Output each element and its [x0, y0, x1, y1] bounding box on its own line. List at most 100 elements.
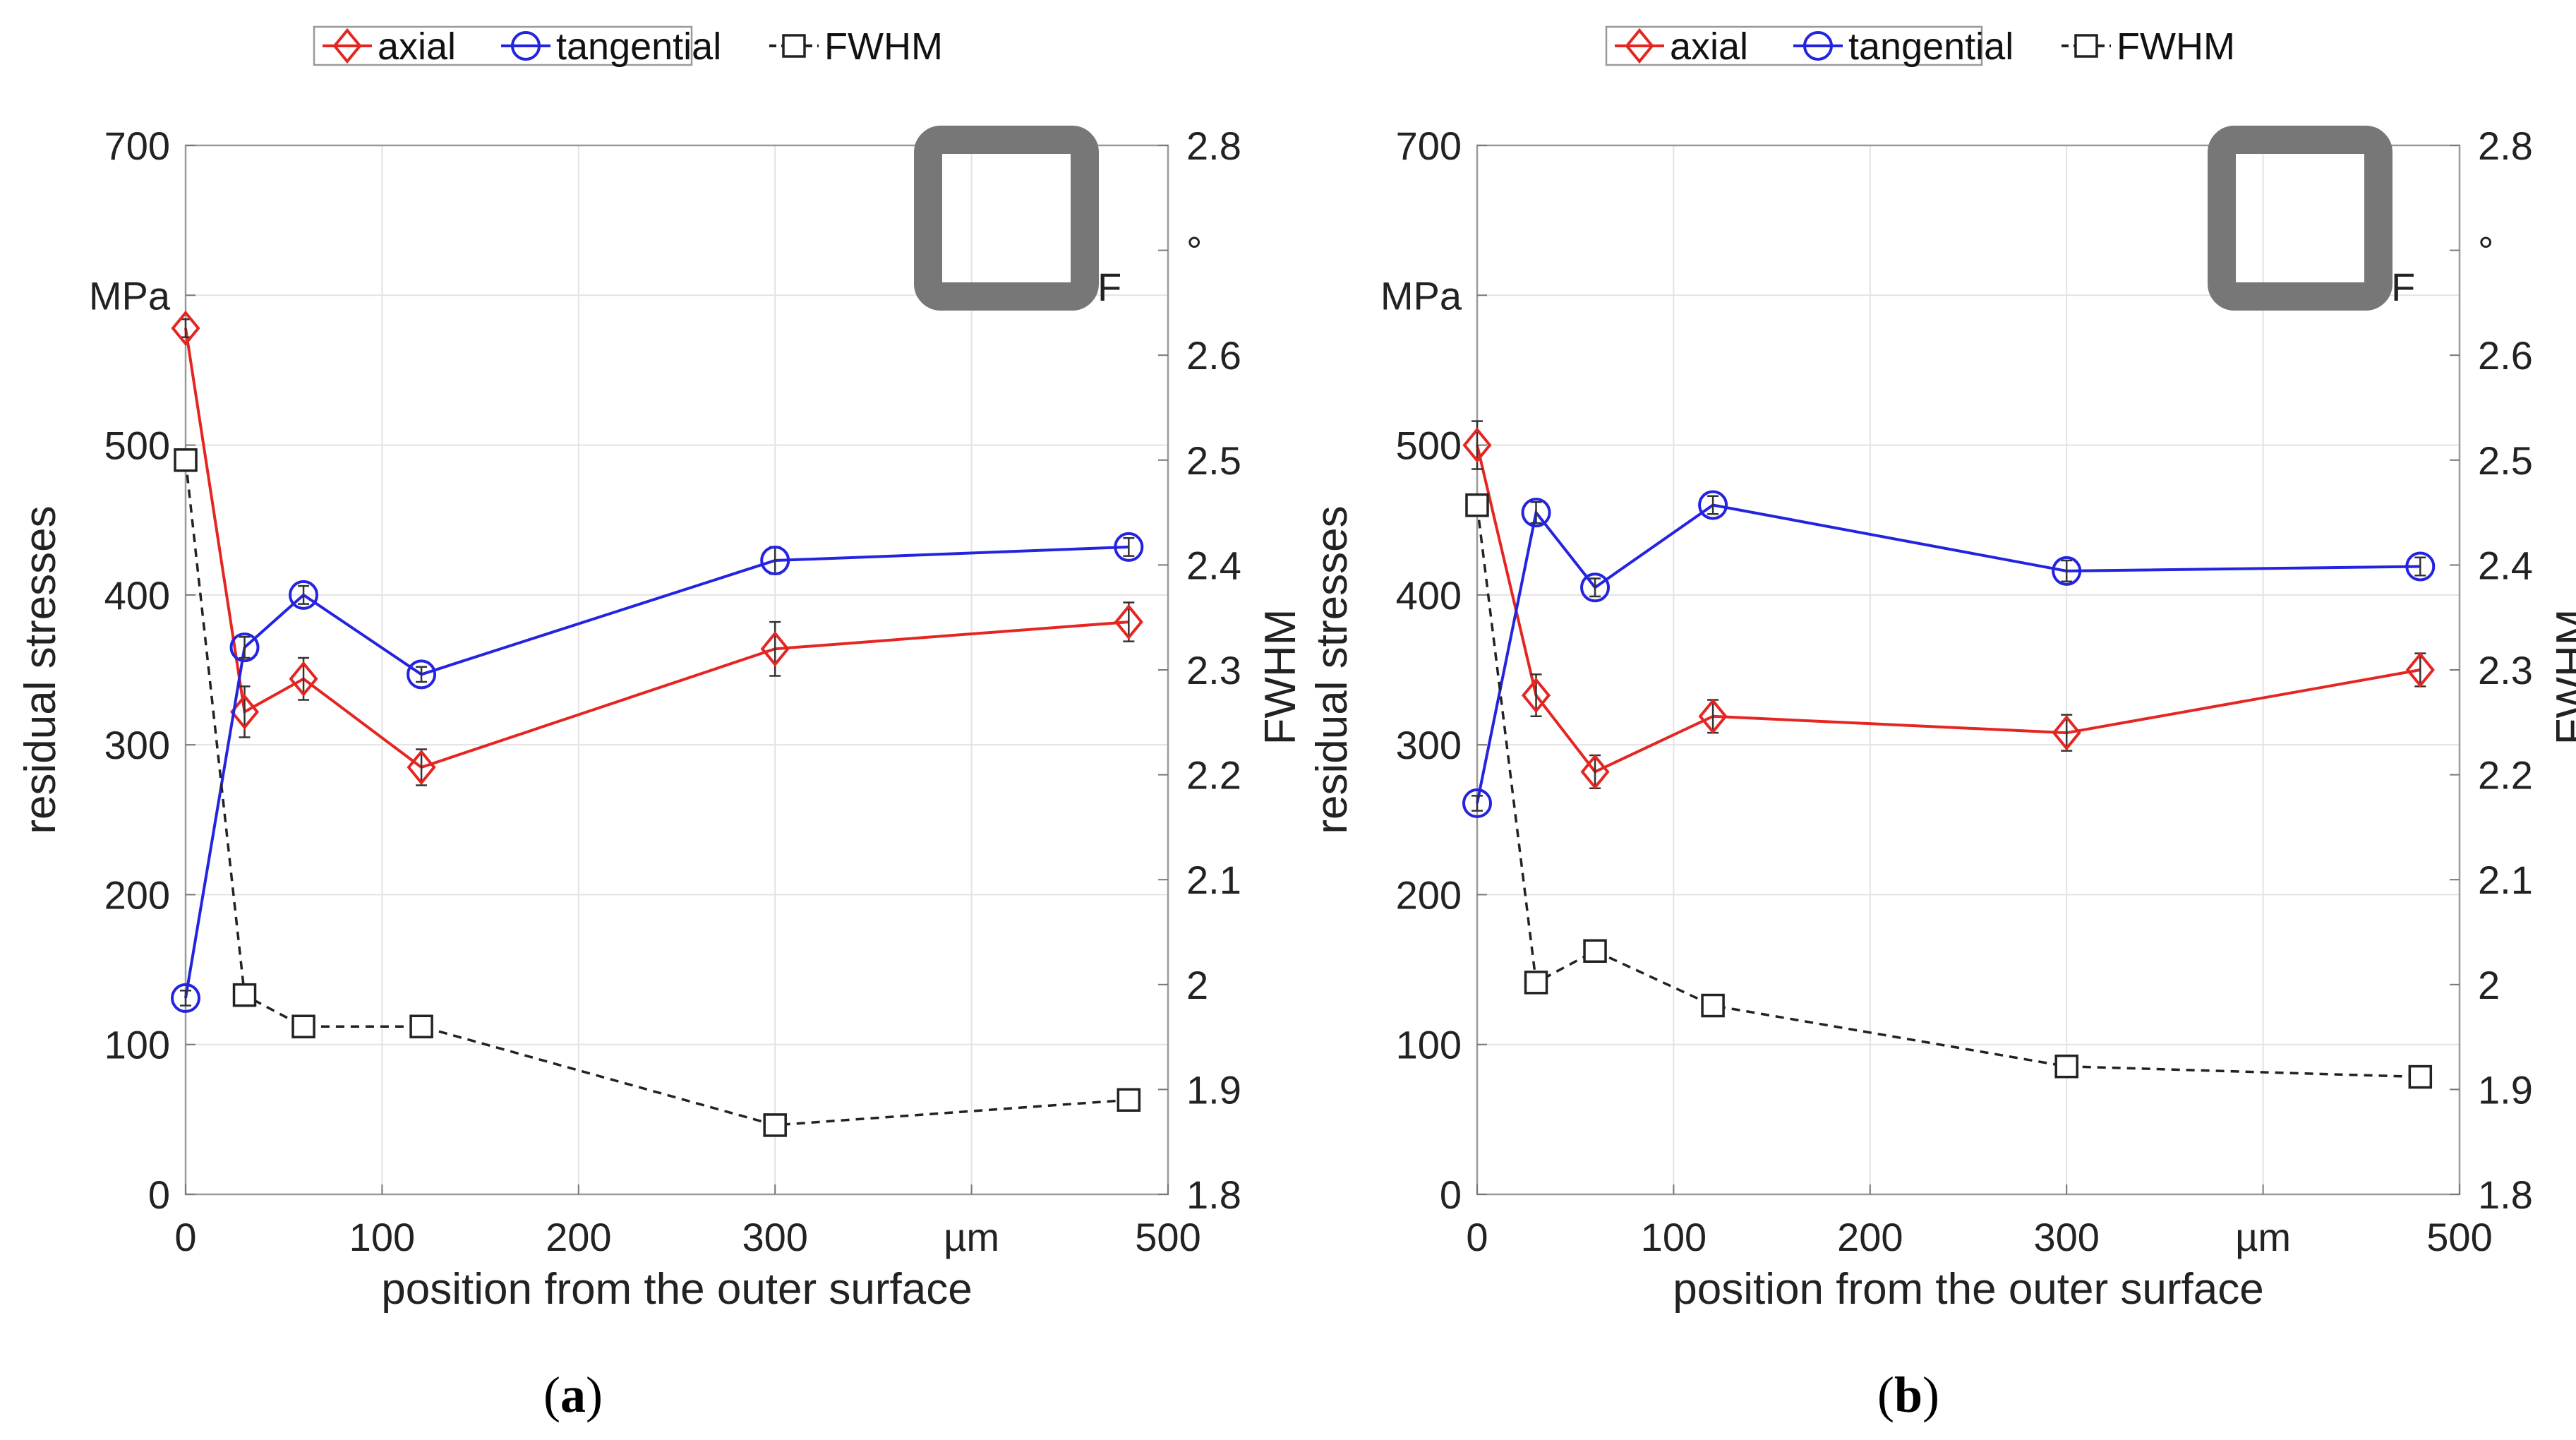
data-point-axial [760, 631, 790, 667]
y-axis-label: residual stresses [16, 505, 65, 834]
inset-label: F [2391, 265, 2415, 309]
data-point-axial [2405, 652, 2435, 688]
data-point-axial [1521, 677, 1551, 714]
y-tick-label: 100 [104, 1023, 170, 1067]
data-point-fwhm [1524, 971, 1548, 995]
chart-panel-b: 0 100 200 300 µm 500 0 100 200 300 400 500 MPa 700 1.8… [1308, 25, 2576, 1314]
panel-label-b: (b) [1877, 1366, 1939, 1424]
x-tick-label: 300 [742, 1215, 807, 1259]
y-axis-label: residual stresses [1308, 505, 1356, 834]
y2-tick-label: 1.9 [2478, 1067, 2533, 1112]
chart-panel-a: 0 100 200 300 µm 500 0 100 200 300 400 500 MPa 700 1.8… [16, 25, 1305, 1314]
x-tick-label: 100 [1641, 1215, 1707, 1259]
x-tick-label: 500 [2426, 1215, 2492, 1259]
data-point-fwhm [2054, 1054, 2078, 1079]
x-tick-label: 300 [2033, 1215, 2099, 1259]
data-point-fwhm [232, 983, 257, 1007]
data-point-axial [1698, 698, 1728, 734]
data-point-axial [1580, 754, 1610, 790]
data-point-axial [1462, 427, 1492, 463]
inset-label: F [1097, 265, 1121, 309]
y2-tick-label: 2.2 [1186, 753, 1241, 798]
data-point-axial [171, 310, 200, 347]
series-line-axial [184, 328, 1129, 769]
y2-tick-label: 2 [2478, 963, 2500, 1007]
legend: axial tangential FWHM [1605, 25, 2235, 68]
x-unit-label: µm [944, 1215, 999, 1259]
x-axis-label: position from the outer surface [1673, 1265, 2263, 1314]
y-tick-label: 700 [104, 124, 170, 168]
y2-tick-label: 2.2 [2478, 753, 2533, 798]
data-point-fwhm [1701, 993, 1725, 1018]
y2-tick-label: 2.1 [2478, 858, 2533, 902]
y2-tick-label: 2.5 [2478, 438, 2533, 483]
y2-tick-label: 2.4 [1186, 543, 1241, 587]
panel-label-a-open: ( [543, 1367, 560, 1423]
hollow-square-icon [914, 126, 1099, 311]
y2-tick-label: 2.1 [1186, 858, 1241, 902]
data-point-tangential [2052, 556, 2082, 586]
grid [1477, 145, 2460, 1194]
data-point-tangential [2405, 551, 2436, 582]
panel-label-b-close: ) [1922, 1367, 1940, 1423]
series-axial [1462, 420, 2435, 790]
x-axis-label: position from the outer surface [381, 1265, 972, 1314]
series-line-fwhm [184, 460, 1129, 1127]
hollow-square-icon [2208, 126, 2393, 311]
panel-label-a-close: ) [585, 1367, 603, 1423]
y2-unit-label: ° [2478, 229, 2493, 273]
x-tick-label: 500 [1135, 1215, 1200, 1259]
y-tick-label: 500 [1396, 424, 1462, 468]
data-point-fwhm [1583, 939, 1607, 963]
data-point-tangential [1521, 498, 1551, 528]
data-point-tangential [229, 632, 260, 663]
series-fwhm [1465, 493, 2433, 1089]
data-point-fwhm [291, 1014, 315, 1038]
y2-tick-label: 2.3 [1186, 648, 1241, 692]
y2-tick-label: 2 [1186, 963, 1208, 1007]
y2-tick-label: 2.5 [1186, 438, 1241, 483]
x-tick-label: 200 [1837, 1215, 1903, 1259]
data-point-tangential [289, 580, 319, 610]
x-tick-label: 0 [174, 1215, 196, 1259]
data-point-fwhm [1117, 1088, 1141, 1112]
y-unit-label: MPa [1380, 273, 1462, 318]
panel-label-b-letter: b [1894, 1367, 1923, 1423]
y-tick-label: 200 [104, 872, 170, 917]
x-tick-label: 200 [546, 1215, 611, 1259]
y-tick-label: 100 [1396, 1023, 1462, 1067]
y2-tick-label: 2.3 [2478, 648, 2533, 692]
x-tick-label: 100 [349, 1215, 415, 1259]
series-line-tangential [1476, 503, 2421, 804]
y2-tick-label: 2.4 [2478, 543, 2533, 587]
y-tick-label: 0 [1440, 1172, 1462, 1217]
series-tangential [171, 532, 1144, 1013]
legend-label-fwhm: FWHM [2117, 25, 2235, 68]
data-point-axial [1114, 604, 1143, 640]
y2-tick-label: 1.8 [1186, 1172, 1241, 1217]
y2-axis-label: FWHM [2548, 609, 2576, 745]
data-point-tangential [760, 546, 790, 576]
legend-marker-tangential [1803, 31, 1833, 61]
data-point-fwhm [2408, 1064, 2433, 1089]
data-point-fwhm [174, 448, 198, 472]
y2-axis-label: FWHM [1256, 609, 1305, 745]
y-tick-label: 400 [104, 573, 170, 618]
legend-label-tangential: tangential [1848, 25, 2014, 68]
y-tick-label: 300 [1396, 723, 1462, 767]
y2-tick-label: 2.6 [1186, 333, 1241, 378]
data-point-fwhm [763, 1113, 787, 1137]
panel-label-b-open: ( [1877, 1367, 1894, 1423]
y2-tick-label: 2.8 [1186, 124, 1241, 168]
x-tick-label: 0 [1466, 1215, 1488, 1259]
series-tangential [1462, 490, 2436, 818]
y2-tick-label: 1.8 [2478, 1172, 2533, 1217]
y-tick-label: 700 [1396, 124, 1462, 168]
series-line-tangential [184, 545, 1129, 999]
data-point-axial [229, 694, 260, 730]
series-axial [171, 310, 1143, 786]
data-point-axial [407, 749, 436, 786]
data-point-tangential [171, 983, 200, 1013]
legend-label-axial: axial [378, 25, 456, 68]
